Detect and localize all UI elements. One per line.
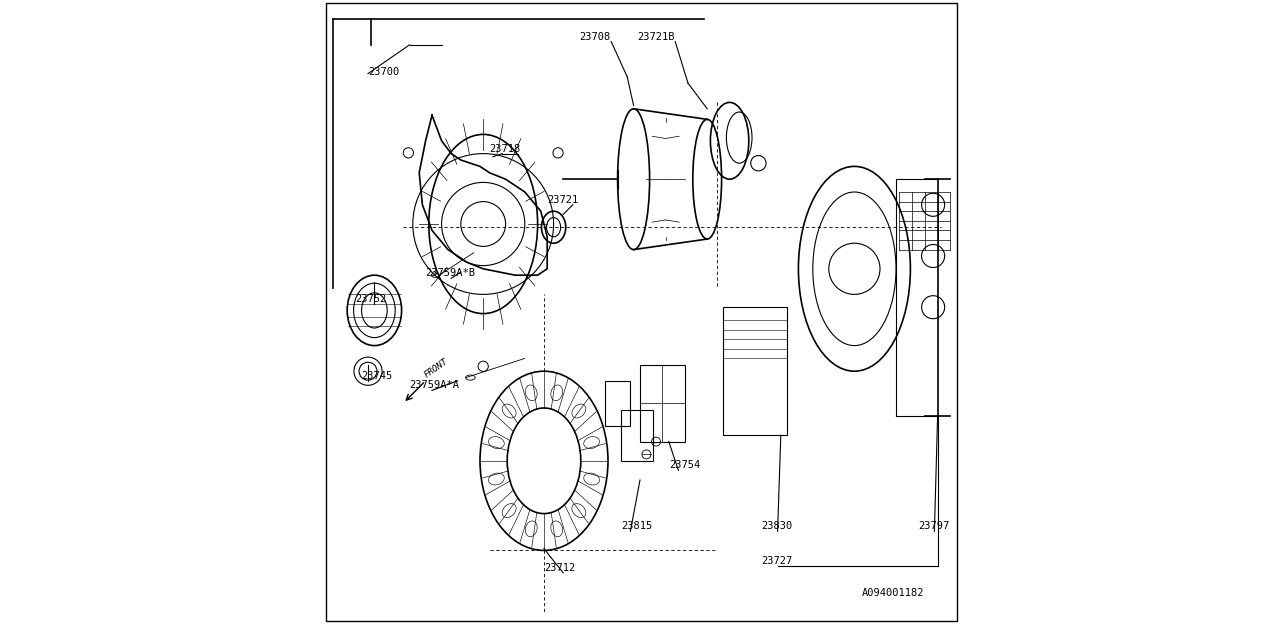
Text: A094001182: A094001182 — [863, 588, 924, 598]
Text: 23752: 23752 — [356, 294, 387, 304]
Text: 23700: 23700 — [369, 67, 399, 77]
Text: 23797: 23797 — [919, 521, 950, 531]
Text: FRONT: FRONT — [422, 356, 449, 380]
Text: 23754: 23754 — [668, 460, 700, 470]
Text: 23745: 23745 — [362, 371, 393, 381]
Text: 23727: 23727 — [762, 556, 792, 566]
Text: 23830: 23830 — [762, 521, 792, 531]
Text: 23759A*B: 23759A*B — [425, 268, 476, 278]
Text: 23721: 23721 — [548, 195, 579, 205]
Text: 23759A*A: 23759A*A — [410, 380, 460, 390]
Text: 23718: 23718 — [490, 143, 521, 154]
Text: 23721B: 23721B — [637, 31, 675, 42]
Text: 23708: 23708 — [580, 31, 611, 42]
Text: 23712: 23712 — [544, 563, 575, 573]
Text: 23815: 23815 — [621, 521, 652, 531]
